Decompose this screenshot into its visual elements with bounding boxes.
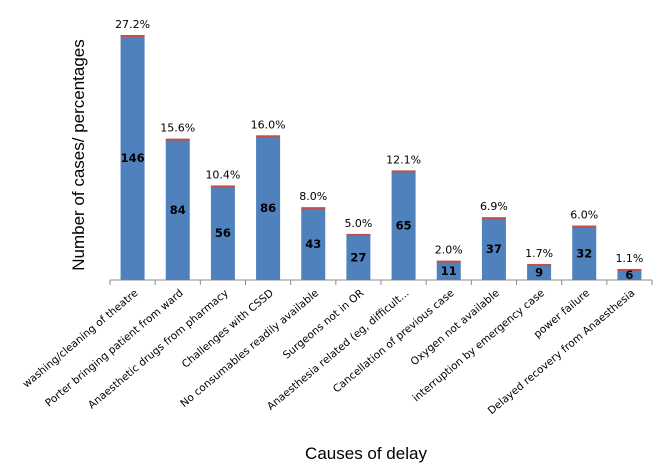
percent-label: 15.6%	[160, 122, 195, 135]
bar-top-accent	[165, 138, 190, 141]
value-label: 65	[396, 219, 412, 233]
percent-label: 1.1%	[615, 252, 643, 265]
bar	[165, 139, 190, 280]
bar-top-accent	[210, 185, 235, 188]
value-label: 6	[625, 268, 633, 282]
bar-top-accent	[346, 233, 371, 236]
bar	[391, 171, 416, 280]
percent-label: 12.1%	[386, 153, 421, 166]
bar	[210, 186, 235, 280]
category-label: Surgeons not in OR	[281, 287, 366, 361]
percent-label: 2.0%	[435, 244, 463, 257]
value-label: 146	[121, 151, 145, 165]
bar	[527, 264, 552, 280]
x-axis-title: Causes of delay	[305, 444, 427, 463]
bar	[481, 218, 506, 280]
percent-label: 1.7%	[525, 247, 553, 260]
bar-top-accent	[527, 263, 552, 266]
bar-top-accent	[301, 207, 326, 210]
bar-top-accent	[481, 217, 506, 220]
value-label: 84	[170, 203, 186, 217]
x-axis-ticks	[109, 280, 653, 285]
value-label: 86	[260, 201, 276, 215]
percent-label: 6.9%	[480, 200, 508, 213]
bar-top-accent	[572, 225, 597, 228]
percent-label: 8.0%	[299, 190, 327, 203]
percent-label: 10.4%	[205, 168, 240, 181]
bar-top-accent	[120, 35, 145, 37]
bar	[256, 136, 281, 280]
percent-label: 5.0%	[344, 217, 372, 230]
percent-label: 6.0%	[570, 209, 598, 222]
percent-label: 16.0%	[251, 118, 286, 131]
bar	[572, 226, 597, 280]
value-label: 9	[535, 265, 543, 279]
value-label: 32	[576, 246, 592, 260]
bars	[120, 35, 642, 280]
value-label: 56	[215, 226, 231, 240]
value-label: 27	[350, 250, 366, 264]
bar	[120, 36, 145, 280]
bar-top-accent	[256, 135, 281, 138]
value-label: 43	[305, 237, 321, 251]
y-axis-title: Number of cases/ percentages	[69, 39, 88, 271]
bar	[346, 234, 371, 280]
value-label: 37	[486, 242, 502, 256]
bar	[617, 269, 642, 280]
value-label: 11	[441, 264, 457, 278]
bar-top-accent	[436, 260, 461, 263]
bar-top-accent	[617, 268, 642, 271]
bar	[301, 208, 326, 280]
bar	[436, 261, 461, 280]
category-label: Oxygen not available	[409, 287, 502, 368]
bar-top-accent	[391, 170, 416, 173]
data-labels: 146 27.2% 84 15.6% 56 10.4% 86 16.0% 43 8.0% 27 5.0…	[115, 18, 643, 282]
percent-label: 27.2%	[115, 18, 150, 31]
